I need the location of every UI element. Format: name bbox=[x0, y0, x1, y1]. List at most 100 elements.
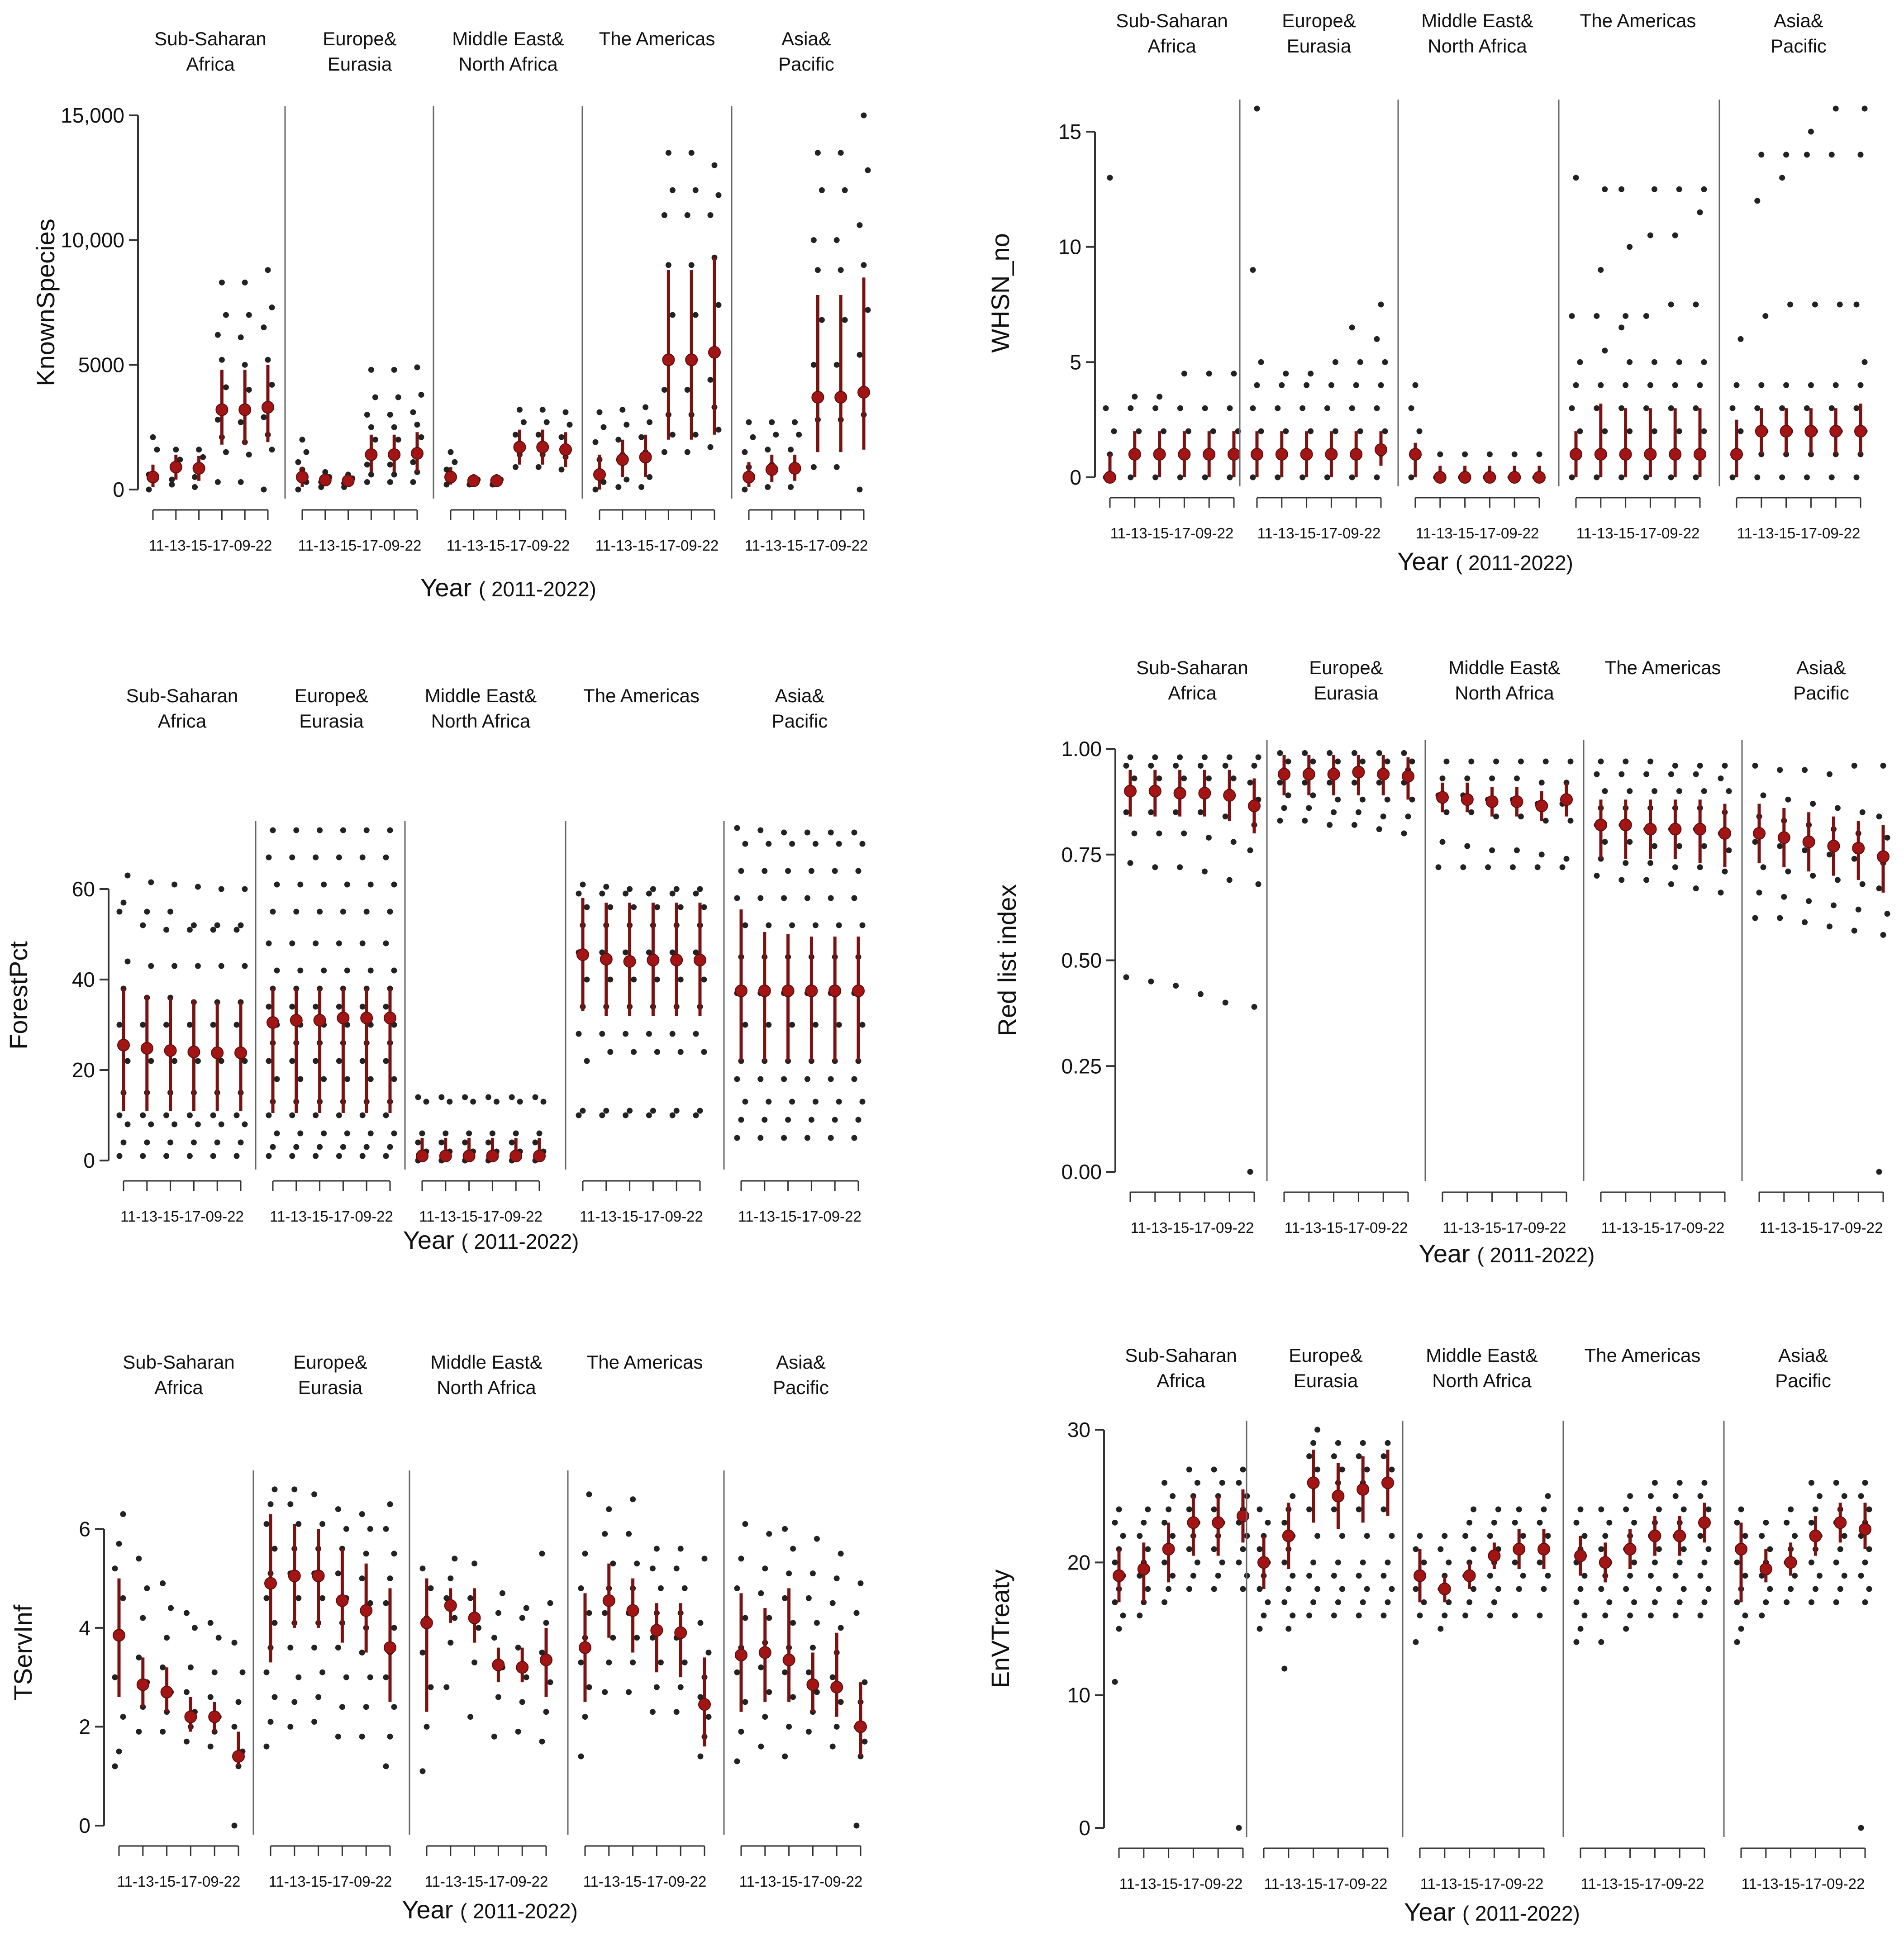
data-point bbox=[1734, 1559, 1740, 1565]
mean-point bbox=[1178, 448, 1191, 461]
data-point bbox=[120, 1595, 126, 1601]
data-point bbox=[289, 1058, 295, 1064]
data-point bbox=[1328, 382, 1334, 388]
data-point bbox=[1866, 1546, 1872, 1552]
data-point bbox=[1862, 1599, 1868, 1605]
data-point bbox=[1643, 405, 1649, 411]
mean-point bbox=[1619, 818, 1632, 832]
data-point bbox=[1618, 405, 1625, 411]
data-point bbox=[1439, 839, 1446, 845]
mean-point bbox=[1187, 1516, 1200, 1529]
data-point bbox=[1306, 805, 1312, 811]
mean-point bbox=[312, 1570, 325, 1583]
data-point bbox=[1231, 371, 1237, 377]
data-point bbox=[782, 1669, 788, 1675]
data-point bbox=[1804, 405, 1810, 411]
data-point bbox=[1462, 1613, 1469, 1619]
data-point bbox=[1722, 762, 1728, 769]
data-point bbox=[1697, 209, 1703, 215]
data-point bbox=[335, 1570, 341, 1577]
data-point bbox=[1186, 1506, 1192, 1513]
data-point bbox=[1779, 405, 1785, 411]
data-point bbox=[509, 1139, 515, 1146]
data-point bbox=[769, 419, 775, 425]
data-point bbox=[773, 432, 779, 438]
data-point bbox=[1380, 1573, 1387, 1579]
data-point bbox=[418, 391, 424, 398]
data-point bbox=[1722, 868, 1728, 875]
data-point bbox=[838, 1699, 844, 1705]
data-point bbox=[1240, 1466, 1246, 1473]
data-point bbox=[1127, 860, 1133, 866]
data-point bbox=[859, 1099, 866, 1105]
data-point bbox=[1537, 1613, 1543, 1619]
data-point bbox=[742, 486, 748, 493]
data-point bbox=[1277, 818, 1283, 824]
data-point bbox=[1656, 1546, 1662, 1552]
data-point bbox=[1752, 915, 1758, 921]
mean-point bbox=[1153, 448, 1166, 461]
data-point bbox=[493, 1099, 500, 1105]
data-point bbox=[855, 1117, 862, 1123]
mean-point bbox=[533, 1150, 546, 1162]
data-point bbox=[1194, 1479, 1200, 1486]
data-point bbox=[812, 922, 819, 928]
data-point bbox=[196, 447, 202, 453]
mean-point bbox=[486, 1150, 499, 1162]
mean-point bbox=[1275, 448, 1288, 461]
data-point bbox=[418, 434, 424, 440]
data-point bbox=[859, 922, 866, 928]
data-point bbox=[742, 1099, 748, 1105]
data-point bbox=[1705, 1546, 1712, 1552]
data-point bbox=[1257, 1626, 1263, 1632]
x-tick-label: 11-13-15-17-09-22 bbox=[1581, 1875, 1704, 1892]
data-point bbox=[187, 1664, 194, 1670]
data-point bbox=[1443, 758, 1450, 765]
x-tick-label: 11-13-15-17-09-22 bbox=[1420, 1875, 1544, 1892]
region-label: The Americas bbox=[599, 28, 715, 49]
data-point bbox=[367, 1674, 373, 1680]
y-tick-label: 5 bbox=[1070, 350, 1081, 374]
data-point bbox=[653, 1546, 660, 1552]
data-point bbox=[207, 1620, 214, 1626]
data-point bbox=[160, 1580, 166, 1586]
data-point bbox=[391, 1076, 397, 1082]
data-point bbox=[359, 1511, 365, 1517]
data-point bbox=[1145, 1506, 1151, 1513]
data-point bbox=[367, 881, 374, 888]
data-point bbox=[270, 827, 276, 833]
mean-point bbox=[290, 1014, 303, 1027]
region-label: Pacific bbox=[772, 710, 828, 732]
data-point bbox=[1389, 1466, 1395, 1473]
data-point bbox=[383, 1153, 389, 1159]
region-label: Eurasia bbox=[298, 1377, 363, 1398]
region-label: Africa bbox=[158, 710, 207, 732]
data-point bbox=[857, 486, 863, 493]
mean-point bbox=[1753, 827, 1766, 840]
data-point bbox=[1785, 796, 1791, 803]
data-point bbox=[1265, 1519, 1271, 1526]
region-label: Middle East& bbox=[452, 28, 564, 49]
data-point bbox=[1468, 758, 1475, 765]
data-point bbox=[539, 1738, 545, 1745]
data-point bbox=[183, 1689, 190, 1695]
data-point bbox=[419, 1130, 425, 1137]
data-point bbox=[859, 841, 866, 847]
data-point bbox=[1251, 1004, 1257, 1010]
data-point bbox=[536, 1130, 543, 1137]
data-point bbox=[790, 1546, 796, 1552]
data-point bbox=[788, 447, 794, 453]
y-tick-label: 20 bbox=[72, 1058, 95, 1082]
data-point bbox=[832, 868, 838, 874]
data-point bbox=[543, 1620, 549, 1626]
data-point bbox=[372, 437, 378, 443]
panel-3: Middle East&North Africa11-13-15-17-09-2… bbox=[409, 1351, 553, 1890]
data-point bbox=[1123, 809, 1129, 815]
data-point bbox=[1676, 843, 1682, 849]
data-point bbox=[828, 895, 834, 901]
mean-point bbox=[1300, 448, 1313, 461]
data-point bbox=[321, 1076, 327, 1082]
data-point bbox=[1156, 830, 1162, 837]
data-point bbox=[1729, 405, 1736, 411]
data-point bbox=[1210, 428, 1216, 434]
